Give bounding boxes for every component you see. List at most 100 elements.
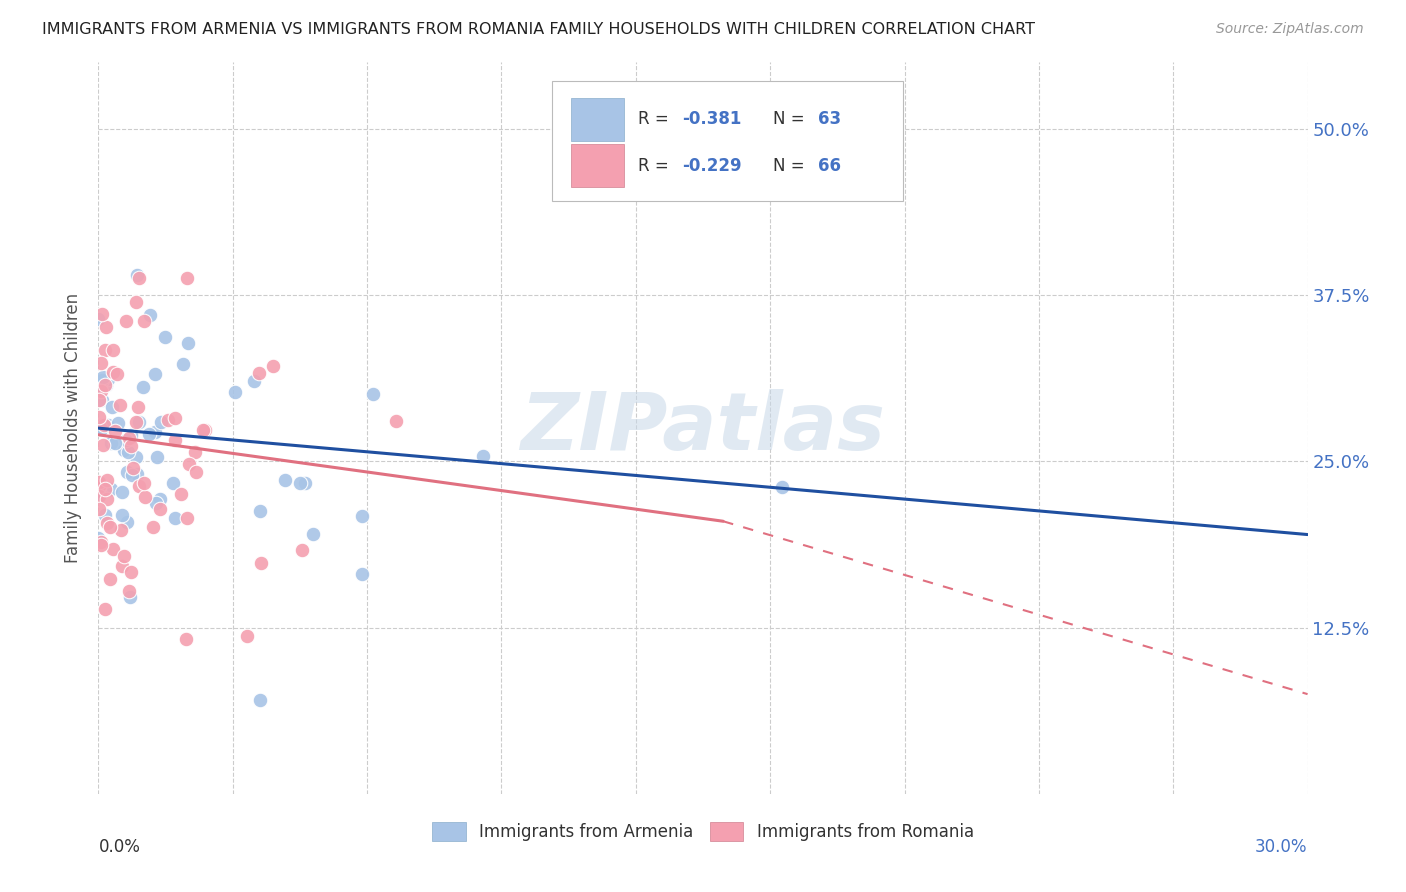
Point [273, 473, 295, 487]
Text: 66: 66 [818, 157, 841, 176]
Point [132, 314, 155, 328]
Point [363, 386, 385, 401]
Point [100, 482, 122, 496]
Point [91, 372, 114, 386]
FancyBboxPatch shape [551, 81, 903, 202]
Point [301, 527, 323, 541]
Point [143, 367, 166, 381]
Point [114, 434, 136, 448]
Point [177, 336, 200, 351]
Point [104, 424, 127, 438]
Point [127, 467, 149, 482]
Point [96, 516, 118, 531]
Point [770, 480, 793, 494]
Point [138, 426, 160, 441]
Point [247, 366, 270, 380]
Point [149, 415, 172, 429]
Point [96, 492, 118, 507]
Point [236, 630, 259, 644]
Point [107, 416, 129, 430]
Point [117, 431, 139, 445]
Point [100, 436, 122, 450]
FancyBboxPatch shape [571, 97, 624, 141]
Point [163, 410, 186, 425]
Point [194, 423, 217, 437]
Point [94, 482, 117, 496]
Point [118, 584, 141, 599]
Point [262, 359, 284, 373]
Point [97, 418, 120, 433]
Point [177, 457, 200, 471]
Point [176, 511, 198, 525]
Point [120, 428, 142, 442]
Text: R =: R = [638, 157, 673, 176]
Y-axis label: Family Households with Children: Family Households with Children [65, 293, 83, 563]
Point [89, 479, 111, 493]
Point [87, 393, 110, 408]
Point [107, 367, 129, 381]
Point [91, 307, 114, 321]
Point [91, 392, 114, 407]
Point [101, 541, 124, 556]
Point [148, 501, 170, 516]
Point [183, 445, 205, 459]
Point [110, 508, 132, 523]
Point [94, 508, 117, 522]
Point [94, 601, 117, 615]
Point [89, 478, 111, 492]
Point [128, 415, 150, 429]
Point [87, 531, 110, 545]
Point [87, 312, 110, 326]
Point [288, 475, 311, 490]
Point [128, 271, 150, 285]
Point [249, 556, 271, 570]
Point [115, 465, 138, 479]
Point [98, 520, 121, 534]
Point [90, 535, 112, 549]
Text: 30.0%: 30.0% [1256, 838, 1308, 855]
Point [89, 375, 111, 389]
Point [101, 343, 124, 357]
Point [98, 572, 121, 586]
Point [132, 380, 155, 394]
Point [143, 425, 166, 439]
Point [90, 384, 112, 399]
Point [97, 372, 120, 386]
Point [121, 467, 143, 482]
Point [87, 409, 110, 424]
Point [163, 511, 186, 525]
Text: ZIPatlas: ZIPatlas [520, 389, 886, 467]
Point [128, 478, 150, 492]
Legend: Immigrants from Armenia, Immigrants from Romania: Immigrants from Armenia, Immigrants from… [426, 815, 980, 847]
Text: R =: R = [638, 111, 673, 128]
Point [149, 492, 172, 507]
Point [93, 370, 115, 384]
Point [94, 343, 117, 357]
Point [89, 490, 111, 504]
Point [146, 450, 169, 464]
Point [112, 549, 135, 563]
Point [87, 392, 110, 407]
Point [294, 476, 316, 491]
Point [142, 519, 165, 533]
Point [96, 473, 118, 487]
Point [186, 465, 208, 479]
Point [145, 496, 167, 510]
Point [87, 419, 110, 434]
Point [89, 487, 111, 501]
Point [120, 566, 142, 580]
Text: 0.0%: 0.0% [98, 838, 141, 855]
Point [125, 416, 148, 430]
Text: IMMIGRANTS FROM ARMENIA VS IMMIGRANTS FROM ROMANIA FAMILY HOUSEHOLDS WITH CHILDR: IMMIGRANTS FROM ARMENIA VS IMMIGRANTS FR… [42, 22, 1035, 37]
Point [352, 567, 374, 582]
Point [172, 357, 194, 371]
Point [101, 400, 124, 414]
Point [108, 398, 131, 412]
Point [93, 418, 115, 433]
Point [352, 508, 374, 523]
Point [291, 542, 314, 557]
Point [111, 485, 134, 500]
Point [110, 558, 132, 573]
Point [472, 449, 495, 463]
Text: 63: 63 [818, 111, 841, 128]
